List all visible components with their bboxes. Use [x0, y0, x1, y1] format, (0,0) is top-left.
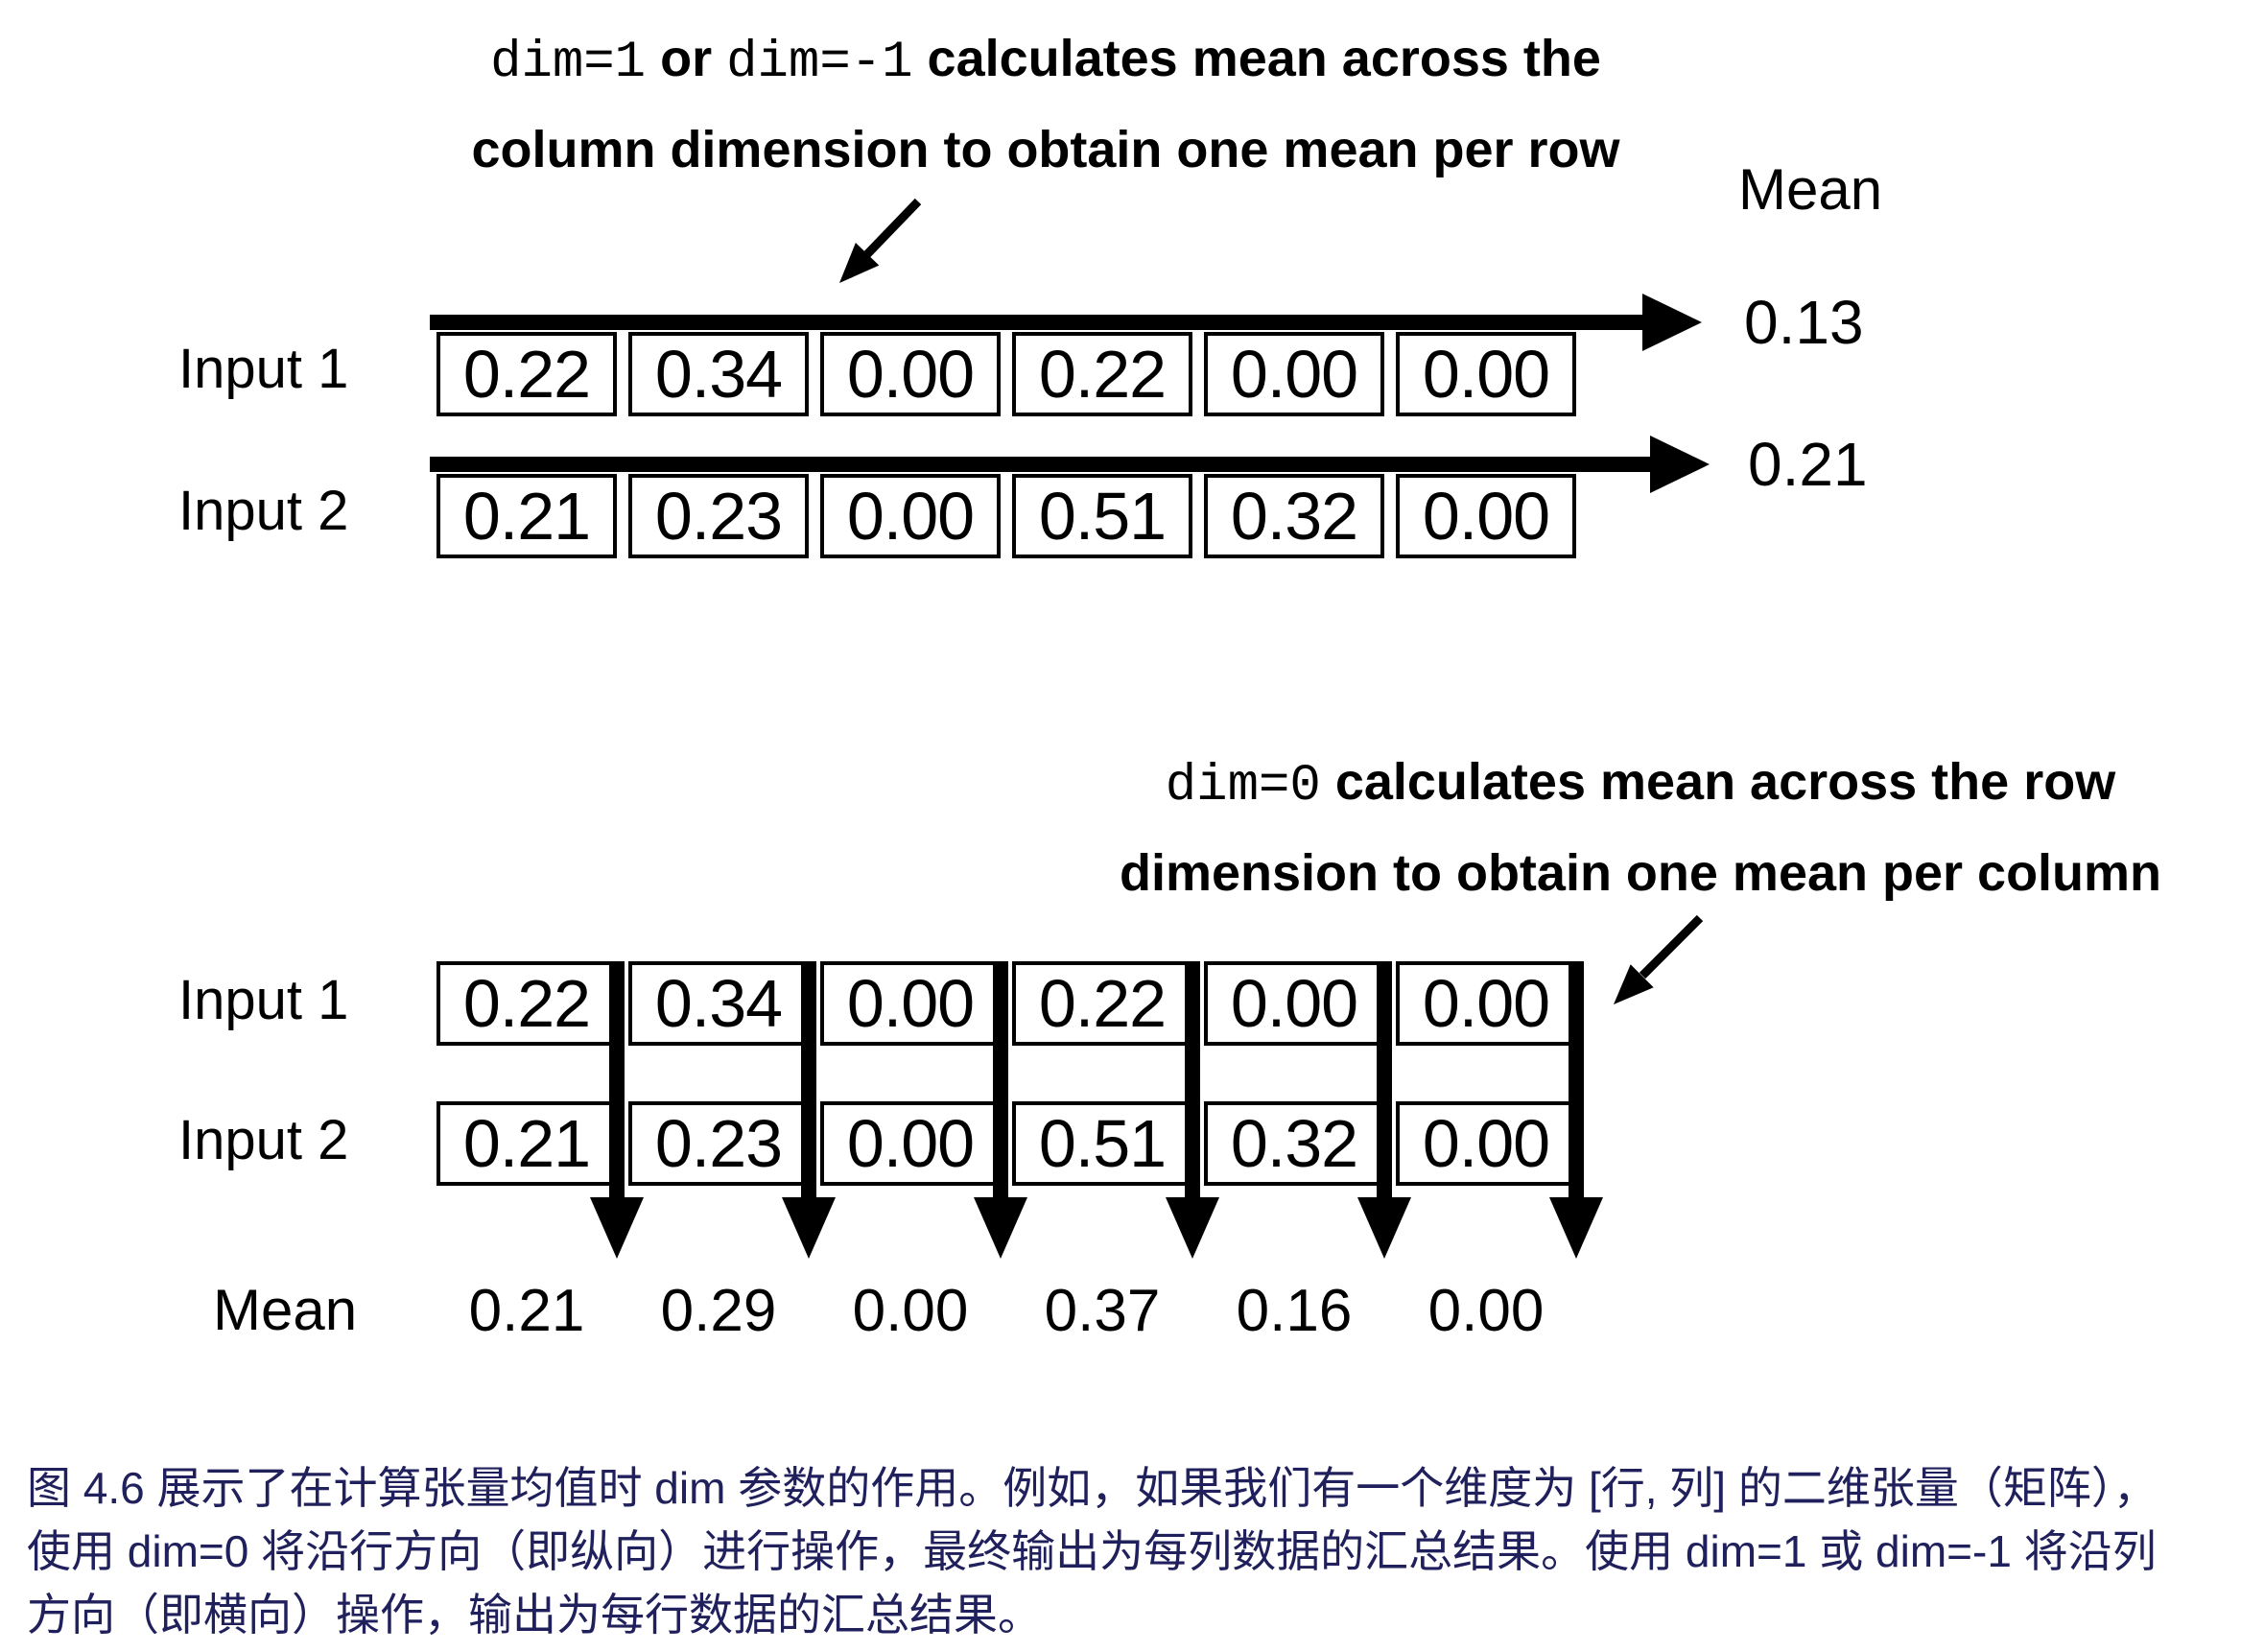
dim1-annotation-arrow-icon — [839, 198, 922, 283]
caption-line3: 方向（即横向）操作，输出为每行数据的汇总结果。 — [27, 1590, 1042, 1640]
col6-mean-value: 0.00 — [1427, 1278, 1545, 1344]
matrix-cell: 0.00 — [820, 961, 1001, 1046]
col2-mean-arrow-shaft — [801, 961, 816, 1197]
dim0-heading-line1: dim=0 calculates mean across the row — [1165, 753, 2116, 815]
dim0-heading: dim=0 calculates mean across the row dim… — [1055, 739, 2226, 916]
matrix-cell: 0.22 — [436, 332, 617, 416]
matrix-cell: 0.32 — [1204, 474, 1384, 558]
row1-mean-arrow-shaft — [430, 315, 1642, 330]
row2-cells: 0.21 0.23 0.00 0.51 0.32 0.00 — [436, 474, 1576, 558]
matrix-cell: 0.00 — [1204, 961, 1384, 1046]
matrix-cell: 0.23 — [628, 1101, 809, 1186]
caption-line2: 使用 dim=0 将沿行方向（即纵向）进行操作，最终输出为每列数据的汇总结果。使… — [27, 1526, 2157, 1576]
col1-mean-arrow-shaft — [609, 961, 625, 1197]
matrix-cell: 0.23 — [628, 474, 809, 558]
dim1-heading-line1: dim=1 or dim=-1 calculates mean across t… — [490, 30, 1601, 92]
dim0-code: dim=0 — [1165, 757, 1321, 815]
bottom-row2-cells: 0.21 0.23 0.00 0.51 0.32 0.00 — [436, 1101, 1576, 1186]
row2-label: Input 2 — [178, 480, 349, 542]
bottom-row1-label: Input 1 — [178, 969, 349, 1031]
bottom-row1-cells: 0.22 0.34 0.00 0.22 0.00 0.00 — [436, 961, 1576, 1046]
matrix-cell: 0.22 — [1012, 961, 1192, 1046]
col3-mean-value: 0.00 — [852, 1278, 969, 1344]
matrix-cell: 0.00 — [820, 474, 1001, 558]
dim-neg1-code: dim=-1 — [726, 34, 913, 92]
col3-mean-arrow-shaft — [993, 961, 1008, 1197]
matrix-cell: 0.00 — [1204, 332, 1384, 416]
matrix-cell: 0.00 — [1396, 961, 1576, 1046]
matrix-cell: 0.34 — [628, 332, 809, 416]
matrix-cell: 0.00 — [820, 1101, 1001, 1186]
col5-mean-arrow-shaft — [1377, 961, 1392, 1197]
col2-mean-value: 0.29 — [660, 1278, 777, 1344]
matrix-cell: 0.00 — [1396, 332, 1576, 416]
row2-mean-arrow-shaft — [430, 457, 1650, 472]
bottom-row2-label: Input 2 — [178, 1109, 349, 1171]
dim0-heading-line2: dimension to obtain one mean per column — [1119, 844, 2162, 902]
matrix-cell: 0.00 — [1396, 1101, 1576, 1186]
col4-mean-value: 0.37 — [1044, 1278, 1161, 1344]
col4-mean-arrow-shaft — [1185, 961, 1200, 1197]
matrix-cell: 0.21 — [436, 474, 617, 558]
dim1-heading-line2: column dimension to obtain one mean per … — [471, 121, 1620, 178]
matrix-cell: 0.22 — [1012, 332, 1192, 416]
matrix-cell: 0.00 — [820, 332, 1001, 416]
matrix-cell: 0.21 — [436, 1101, 617, 1186]
dim1-heading: dim=1 or dim=-1 calculates mean across t… — [278, 15, 1813, 193]
col1-mean-value: 0.21 — [468, 1278, 585, 1344]
row1-mean-value: 0.13 — [1744, 288, 1864, 357]
col5-mean-arrow-head-icon — [1357, 1197, 1411, 1259]
matrix-cell: 0.32 — [1204, 1101, 1384, 1186]
dim0-annotation-arrow-icon — [1614, 914, 1704, 1004]
row1-cells: 0.22 0.34 0.00 0.22 0.00 0.00 — [436, 332, 1576, 416]
matrix-cell: 0.22 — [436, 961, 617, 1046]
row1-mean-arrow-head-icon — [1642, 294, 1702, 351]
col4-mean-arrow-head-icon — [1166, 1197, 1219, 1259]
dim1-code: dim=1 — [490, 34, 647, 92]
col6-mean-arrow-shaft — [1569, 961, 1584, 1197]
matrix-cell: 0.51 — [1012, 1101, 1192, 1186]
col3-mean-arrow-head-icon — [974, 1197, 1027, 1259]
matrix-cell: 0.34 — [628, 961, 809, 1046]
matrix-cell: 0.51 — [1012, 474, 1192, 558]
caption-line1: 图 4.6 展示了在计算张量均值时 dim 参数的作用。例如，如果我们有一个维度… — [27, 1463, 2158, 1513]
mean-column-header: Mean — [1738, 157, 1883, 222]
col5-mean-value: 0.16 — [1236, 1278, 1353, 1344]
col6-mean-arrow-head-icon — [1549, 1197, 1603, 1259]
col2-mean-arrow-head-icon — [782, 1197, 836, 1259]
row1-label: Input 1 — [178, 338, 349, 400]
matrix-cell: 0.00 — [1396, 474, 1576, 558]
bottom-mean-label: Mean — [213, 1278, 358, 1342]
col1-mean-arrow-head-icon — [590, 1197, 644, 1259]
row2-mean-arrow-head-icon — [1650, 436, 1710, 493]
figure-caption: 图 4.6 展示了在计算张量均值时 dim 参数的作用。例如，如果我们有一个维度… — [27, 1456, 2158, 1646]
row2-mean-value: 0.21 — [1748, 430, 1868, 499]
